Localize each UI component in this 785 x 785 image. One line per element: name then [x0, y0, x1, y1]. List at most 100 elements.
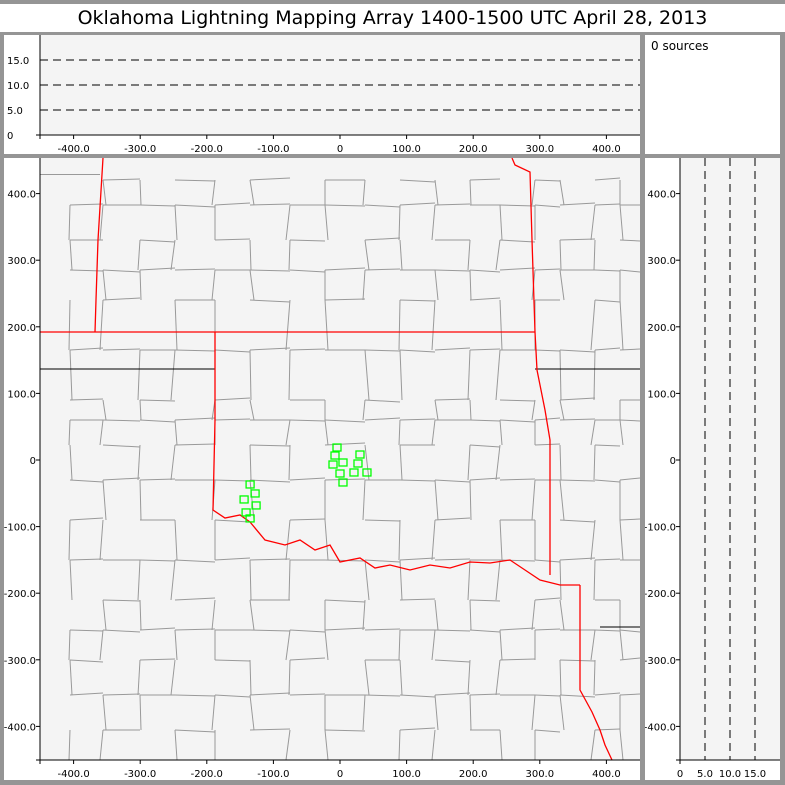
county-line	[249, 299, 291, 303]
county-line	[469, 269, 501, 273]
county-line	[467, 239, 471, 271]
county-line	[399, 659, 403, 696]
station-marker	[353, 459, 363, 468]
county-line	[364, 349, 401, 352]
county-line	[590, 204, 596, 241]
county-line	[285, 204, 291, 241]
station-marker	[250, 489, 260, 498]
station-marker	[330, 451, 340, 460]
county-line	[495, 659, 501, 696]
county-line	[594, 269, 621, 272]
county-line	[364, 559, 370, 601]
county-line	[398, 729, 401, 761]
county-line	[324, 519, 329, 561]
county-line	[534, 628, 561, 631]
county-line	[619, 477, 640, 481]
county-line	[531, 599, 536, 631]
x-tick-label: 5.0	[697, 769, 713, 780]
county-line	[559, 479, 596, 482]
county-line	[249, 269, 291, 272]
county-line	[534, 694, 561, 697]
y-tick-label: 300.0	[647, 256, 676, 267]
county-line	[324, 419, 329, 446]
county-line	[69, 479, 104, 483]
source-count: 0 sources	[651, 39, 709, 53]
county-line	[559, 694, 596, 698]
county-line	[499, 629, 503, 661]
county-line	[364, 417, 401, 421]
county-line	[593, 559, 596, 601]
county-line	[434, 347, 471, 351]
y-tick-label: 0	[7, 131, 13, 142]
county-line	[593, 349, 596, 401]
county-line	[594, 728, 621, 731]
county-line	[288, 444, 291, 481]
county-line	[102, 693, 141, 696]
county-line	[398, 629, 401, 661]
county-lines	[68, 177, 640, 761]
county-line	[619, 348, 640, 351]
station-marker	[338, 458, 348, 467]
county-line	[399, 179, 436, 183]
county-line	[69, 659, 104, 663]
x-tick-label: 400.0	[592, 769, 621, 780]
county-line	[324, 299, 329, 351]
county-line	[559, 238, 596, 241]
station-marker	[355, 450, 365, 459]
county-line	[102, 297, 141, 301]
x-tick-label: -100.0	[257, 769, 289, 780]
y-tick-label: -400.0	[4, 722, 36, 733]
county-line	[499, 419, 503, 446]
station-marker	[328, 460, 338, 469]
county-line	[174, 204, 216, 208]
county-line	[559, 239, 562, 271]
county-line	[102, 479, 107, 521]
county-line	[69, 629, 104, 632]
county-line	[174, 559, 216, 563]
y-tick-label: -300.0	[645, 656, 676, 667]
county-line	[398, 519, 401, 561]
county-line	[431, 204, 436, 241]
county-line	[559, 559, 562, 601]
altitude-x-panel: -400.0 -300.0 -200.0 -100.0 0 100.0 200.0 300.0…	[4, 35, 640, 154]
x-tick-label: 0	[677, 769, 683, 780]
county-line	[249, 479, 255, 521]
county-line	[499, 299, 503, 351]
county-line	[249, 692, 291, 696]
county-line	[531, 479, 536, 521]
county-line	[102, 178, 141, 181]
county-line	[174, 597, 216, 601]
county-line	[211, 269, 216, 301]
station-marker	[245, 514, 255, 523]
x-tick-label: -300.0	[124, 144, 156, 154]
county-line	[139, 239, 176, 243]
y-tick-label: 15.0	[7, 56, 29, 67]
county-line	[102, 629, 141, 633]
county-line	[399, 557, 436, 561]
county-line	[434, 629, 471, 632]
x-tick-label: 400.0	[592, 144, 621, 154]
county-line	[174, 519, 178, 561]
county-line	[495, 239, 501, 271]
county-line	[594, 444, 621, 447]
county-line	[594, 177, 621, 181]
county-line	[214, 349, 251, 353]
station-marker	[245, 480, 255, 489]
county-line	[431, 729, 436, 761]
y-tick-label: 5.0	[7, 106, 23, 117]
county-line	[590, 519, 596, 561]
x-tick-label: 200.0	[459, 769, 488, 780]
county-line	[469, 599, 501, 602]
county-line	[499, 239, 536, 243]
county-line	[431, 419, 436, 446]
county-line	[559, 557, 596, 561]
x-tick-label: 15.0	[744, 769, 766, 780]
y-tick-label: -300.0	[4, 656, 36, 667]
county-line	[102, 694, 107, 731]
county-line	[68, 204, 71, 241]
county-line	[102, 419, 141, 422]
county-line	[170, 444, 176, 481]
county-line	[139, 179, 142, 206]
county-line	[102, 348, 141, 351]
county-line	[102, 599, 107, 631]
